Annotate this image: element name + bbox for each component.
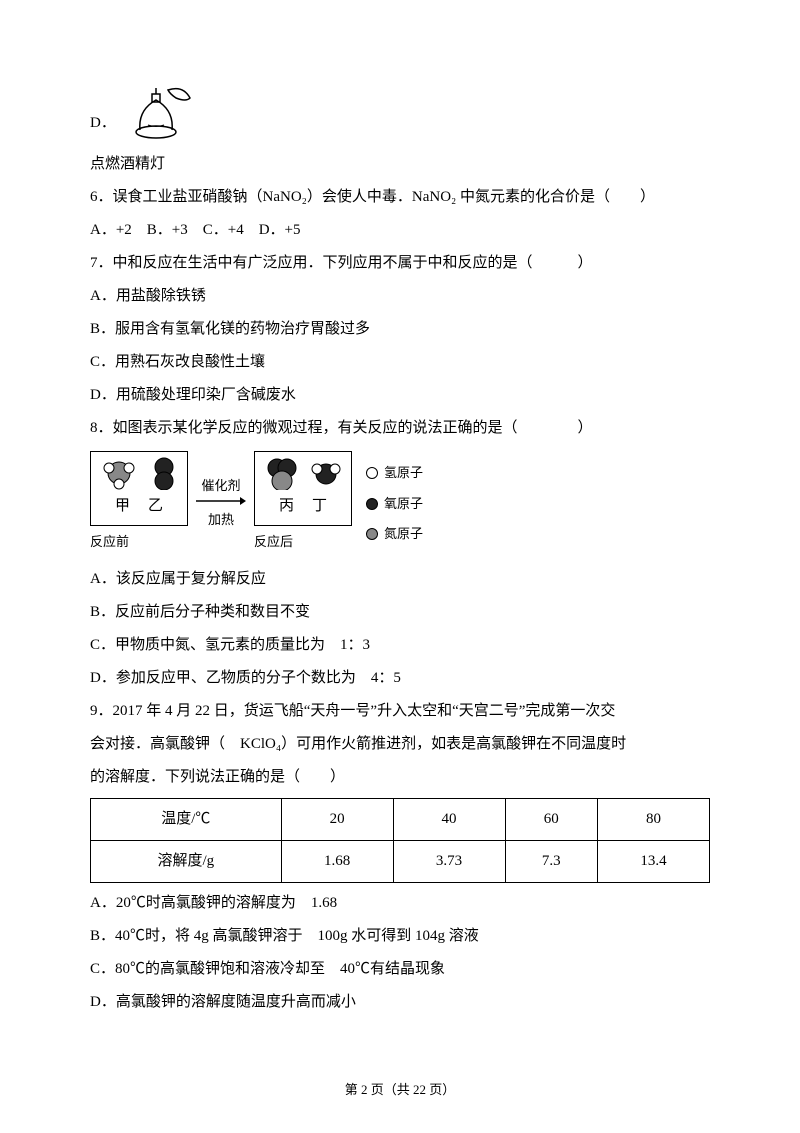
q9-option-b: B．40℃时，将 4g 高氯酸钾溶于 100g 水可得到 104g 溶液 — [90, 920, 710, 953]
arrow-top-text: 催化剂 — [196, 478, 246, 495]
td-sol: 溶解度/g — [91, 840, 282, 882]
q7-option-b: B．服用含有氢氧化镁的药物治疗胃酸过多 — [90, 313, 710, 346]
q8-stem: 8．如图表示某化学反应的微观过程，有关反应的说法正确的是（ ） — [90, 412, 710, 445]
td-v20: 1.68 — [281, 840, 393, 882]
table-row: 溶解度/g 1.68 3.73 7.3 13.4 — [91, 840, 710, 882]
q8-option-d: D．参加反应甲、乙物质的分子个数比为 4：5 — [90, 662, 710, 695]
q9-stem-1: 9．2017 年 4 月 22 日，货运飞船“天舟一号”升入太空和“天宫二号”完… — [90, 695, 710, 728]
molecule-jia-icon — [99, 456, 139, 490]
q9-option-a: A．20℃时高氯酸钾的溶解度为 1.68 — [90, 887, 710, 920]
arrow-icon — [196, 495, 246, 507]
q8-option-b: B．反应前后分子种类和数目不变 — [90, 596, 710, 629]
option-d-label: D． — [90, 107, 116, 140]
td-v80: 13.4 — [598, 840, 710, 882]
q8-after-wrap: 丙 丁 反应后 — [254, 451, 352, 557]
nitrogen-atom-icon — [366, 528, 378, 540]
oxygen-atom-icon — [366, 498, 378, 510]
q9-option-c: C．80℃的高氯酸钾饱和溶液冷却至 40℃有结晶现象 — [90, 953, 710, 986]
q7-option-a: A．用盐酸除铁锈 — [90, 280, 710, 313]
th-40: 40 — [393, 798, 505, 840]
table-row: 温度/℃ 20 40 60 80 — [91, 798, 710, 840]
after-caption: 反应后 — [254, 528, 352, 557]
molecule-ding-icon — [309, 456, 343, 490]
before-caption: 反应前 — [90, 528, 188, 557]
th-20: 20 — [281, 798, 393, 840]
atom-legend: 氢原子 氧原子 氮原子 — [366, 459, 423, 549]
q9-stem-3: 的溶解度．下列说法正确的是（ ） — [90, 761, 710, 794]
q7-option-c: C．用熟石灰改良酸性土壤 — [90, 346, 710, 379]
q9-stem-2: 会对接．高氯酸钾（ KClO₄）可用作火箭推进剂，如表是高氯酸钾在不同温度时 — [90, 728, 710, 761]
hydrogen-atom-icon — [366, 467, 378, 479]
q6-stem: 6．误食工业盐亚硝酸钠（NaNO₂）会使人中毒．NaNO₂ 中氮元素的化合价是（… — [90, 181, 710, 214]
label-jia: 甲 — [115, 490, 130, 523]
page-footer: 第 2 页（共 22 页） — [0, 1076, 800, 1105]
q5-option-d: D． — [90, 80, 710, 140]
q7-stem: 7．中和反应在生活中有广泛应用．下列应用不属于中和反应的是（ ） — [90, 247, 710, 280]
arrow-bot-text: 加热 — [196, 512, 246, 529]
td-v60: 7.3 — [505, 840, 598, 882]
td-v40: 3.73 — [393, 840, 505, 882]
legend-n: 氮原子 — [384, 520, 423, 549]
q8-diagram: 甲 乙 反应前 催化剂 加热 — [90, 451, 710, 557]
th-80: 80 — [598, 798, 710, 840]
q8-option-a: A．该反应属于复分解反应 — [90, 563, 710, 596]
legend-h: 氢原子 — [384, 459, 423, 488]
q8-before-wrap: 甲 乙 反应前 — [90, 451, 188, 557]
q8-after-box: 丙 丁 — [254, 451, 352, 526]
th-60: 60 — [505, 798, 598, 840]
label-bing: 丙 — [279, 490, 294, 523]
q6-options: A．+2 B．+3 C．+4 D．+5 — [90, 214, 710, 247]
alcohol-lamp-icon — [128, 80, 198, 140]
molecule-bing-icon — [263, 456, 299, 490]
th-temp: 温度/℃ — [91, 798, 282, 840]
q8-before-box: 甲 乙 — [90, 451, 188, 526]
reaction-arrow: 催化剂 加热 — [196, 478, 246, 529]
solubility-table: 温度/℃ 20 40 60 80 溶解度/g 1.68 3.73 7.3 13.… — [90, 798, 710, 883]
q7-option-d: D．用硫酸处理印染厂含碱废水 — [90, 379, 710, 412]
legend-o: 氧原子 — [384, 490, 423, 519]
q8-option-c: C．甲物质中氮、氢元素的质量比为 1：3 — [90, 629, 710, 662]
molecule-yi-icon — [149, 456, 179, 490]
label-ding: 丁 — [312, 490, 327, 523]
q9-option-d: D．高氯酸钾的溶解度随温度升高而减小 — [90, 986, 710, 1019]
label-yi: 乙 — [148, 490, 163, 523]
q5-option-d-caption: 点燃酒精灯 — [90, 148, 710, 181]
